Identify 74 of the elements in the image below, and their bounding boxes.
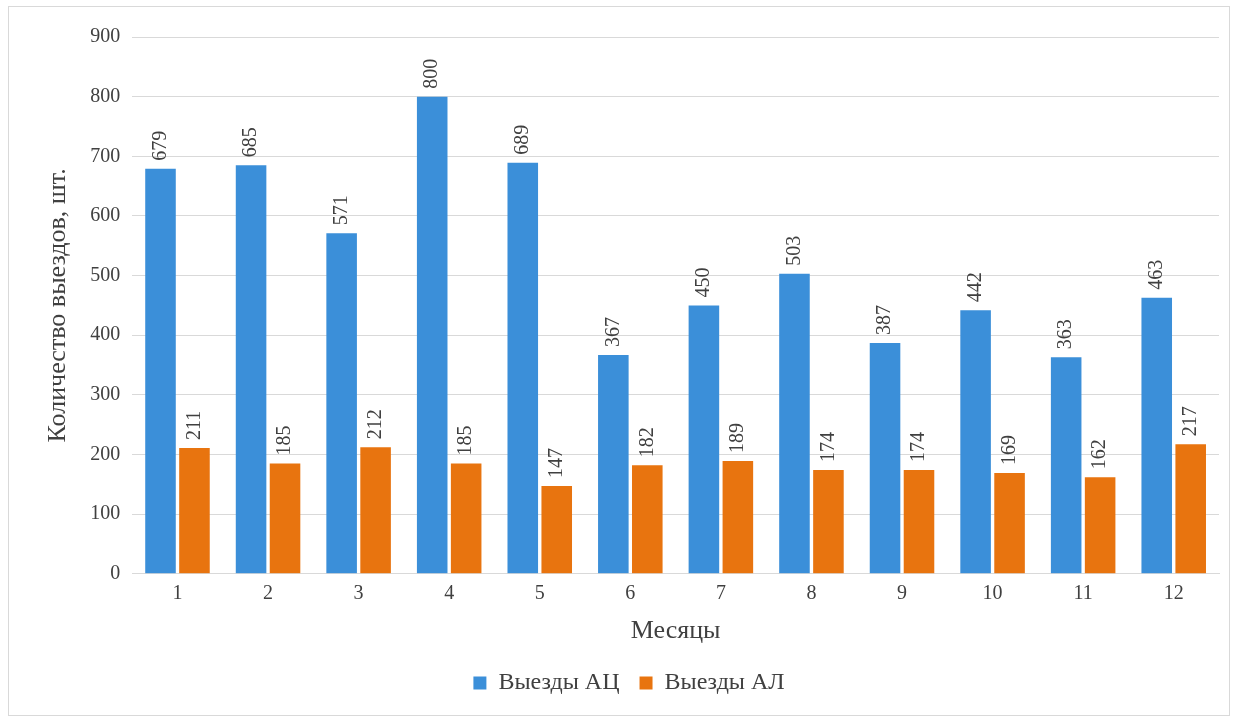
data-label: 450 bbox=[691, 267, 714, 298]
data-label: 162 bbox=[1087, 439, 1110, 470]
data-label: 689 bbox=[510, 124, 533, 155]
y-tick-label: 700 bbox=[90, 143, 121, 166]
data-label: 571 bbox=[328, 195, 351, 226]
y-tick-label: 200 bbox=[90, 441, 121, 464]
x-tick-label: 7 bbox=[715, 581, 726, 604]
data-label: 367 bbox=[600, 316, 623, 347]
y-tick-label: 500 bbox=[90, 262, 121, 285]
bar bbox=[1175, 444, 1206, 574]
bar bbox=[869, 342, 901, 574]
x-tick-label: 4 bbox=[444, 581, 455, 604]
data-label: 147 bbox=[543, 448, 566, 479]
y-tick-label: 100 bbox=[90, 501, 121, 524]
x-tick-label: 8 bbox=[806, 581, 817, 604]
bar bbox=[507, 162, 539, 574]
data-label: 169 bbox=[996, 435, 1019, 465]
bar bbox=[994, 473, 1025, 574]
data-label: 463 bbox=[1143, 259, 1166, 290]
bar bbox=[779, 273, 810, 574]
bar bbox=[450, 463, 482, 574]
bar bbox=[179, 447, 210, 574]
data-label: 442 bbox=[962, 272, 985, 303]
y-tick-label: 300 bbox=[90, 382, 121, 405]
legend-label: Выезды АЦ bbox=[498, 668, 620, 695]
bar bbox=[145, 168, 176, 574]
data-label: 211 bbox=[181, 410, 204, 440]
x-tick-label: 10 bbox=[982, 581, 1003, 604]
bar bbox=[541, 486, 573, 574]
data-label: 679 bbox=[147, 130, 170, 161]
bar bbox=[269, 463, 301, 574]
bar bbox=[1084, 477, 1116, 574]
data-label: 363 bbox=[1053, 319, 1076, 350]
bar bbox=[960, 310, 991, 574]
x-axis-title: Месяцы bbox=[630, 615, 721, 645]
bar bbox=[813, 470, 844, 574]
bar bbox=[632, 465, 663, 574]
data-label: 182 bbox=[634, 427, 657, 458]
y-tick-label: 0 bbox=[110, 561, 121, 584]
data-label: 174 bbox=[906, 432, 929, 463]
data-label: 212 bbox=[362, 409, 385, 440]
bar bbox=[598, 354, 629, 574]
y-tick-label: 900 bbox=[90, 24, 121, 47]
data-label: 174 bbox=[815, 432, 838, 463]
data-label: 185 bbox=[272, 425, 295, 456]
bar bbox=[722, 461, 754, 574]
bar bbox=[903, 470, 935, 574]
data-label: 185 bbox=[453, 425, 476, 456]
y-tick-label: 400 bbox=[90, 322, 121, 345]
bar bbox=[1050, 357, 1082, 574]
x-tick-label: 2 bbox=[263, 581, 274, 604]
x-tick-label: 1 bbox=[172, 581, 183, 604]
x-tick-label: 6 bbox=[625, 581, 636, 604]
x-tick-label: 11 bbox=[1073, 581, 1093, 604]
data-label: 800 bbox=[419, 58, 442, 89]
y-tick-label: 600 bbox=[90, 203, 121, 226]
bar bbox=[235, 165, 267, 574]
x-tick-label: 9 bbox=[897, 581, 908, 604]
bar bbox=[416, 96, 448, 574]
bar bbox=[688, 305, 720, 574]
legend-label: Выезды АЛ bbox=[664, 668, 785, 695]
bar bbox=[326, 233, 357, 574]
data-label: 217 bbox=[1177, 406, 1200, 437]
y-tick-label: 800 bbox=[90, 83, 121, 106]
x-tick-label: 5 bbox=[534, 581, 545, 604]
data-label: 387 bbox=[872, 304, 895, 335]
data-label: 503 bbox=[781, 235, 804, 266]
x-tick-label: 3 bbox=[353, 581, 364, 604]
data-label: 189 bbox=[725, 423, 748, 454]
y-axis-title: Количество выездов, шт. bbox=[42, 168, 72, 443]
data-label: 685 bbox=[238, 127, 261, 158]
bar bbox=[360, 447, 391, 574]
x-tick-label: 12 bbox=[1163, 581, 1184, 604]
bar bbox=[1141, 297, 1173, 574]
